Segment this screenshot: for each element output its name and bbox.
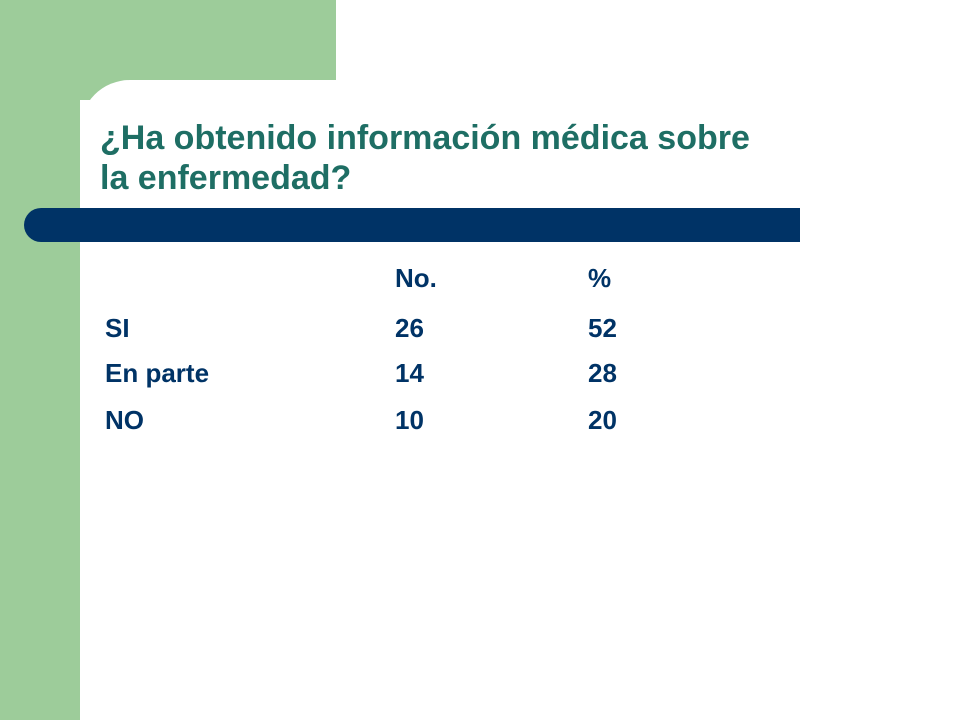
row-en-parte-percent: 28 (588, 358, 617, 388)
content-area (80, 80, 960, 720)
row-en-parte-count: 14 (395, 358, 424, 388)
title-line-2: la enfermedad? (100, 159, 352, 197)
table-header-count: No. (395, 263, 437, 293)
green-left-panel (0, 0, 80, 720)
row-no-percent: 20 (588, 405, 617, 435)
row-si-label: SI (105, 313, 130, 343)
row-si-percent: 52 (588, 313, 617, 343)
title-underline-bar (24, 208, 800, 242)
slide-title: ¿Ha obtenido información médica sobre la… (100, 118, 940, 198)
table-header-percent: % (588, 263, 612, 293)
title-line-1: ¿Ha obtenido información médica sobre (100, 119, 750, 157)
row-si-count: 26 (395, 313, 424, 343)
row-en-parte-label: En parte (105, 358, 210, 388)
row-no-label: NO (105, 405, 144, 435)
row-no-count: 10 (395, 405, 424, 435)
